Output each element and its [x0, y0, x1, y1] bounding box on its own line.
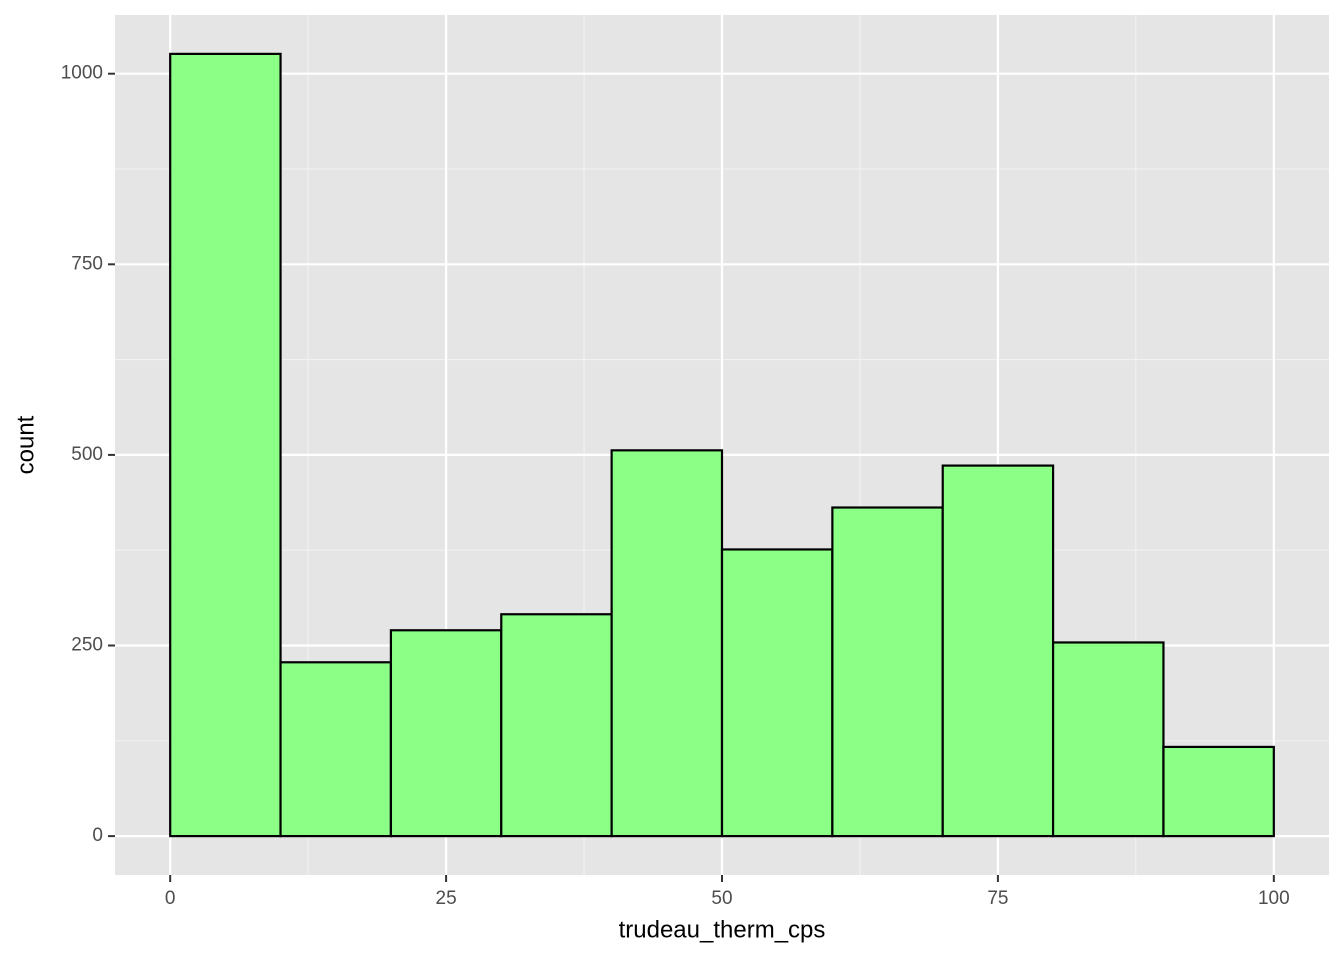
- bar: [169, 52, 282, 838]
- bar: [500, 613, 613, 838]
- x-tick-label: 75: [987, 888, 1008, 909]
- bar: [1051, 641, 1165, 838]
- x-tick-label: 25: [436, 888, 457, 909]
- bar: [831, 506, 944, 838]
- y-axis-title: count: [12, 415, 39, 474]
- y-tick-label: 500: [71, 444, 103, 465]
- y-tick-label: 250: [71, 635, 103, 656]
- x-tick-label: 100: [1258, 888, 1290, 909]
- y-tick-label: 0: [92, 825, 103, 846]
- bar: [279, 661, 393, 838]
- bar: [941, 464, 1055, 838]
- y-tick-label: 750: [71, 253, 103, 274]
- x-tick-label: 0: [165, 888, 176, 909]
- x-axis-title: trudeau_therm_cps: [619, 916, 826, 943]
- bar: [720, 548, 834, 838]
- bar: [389, 629, 503, 838]
- y-tick-label: 1000: [61, 63, 103, 84]
- bar: [1162, 745, 1275, 838]
- bar: [610, 449, 724, 838]
- x-tick-label: 50: [711, 888, 732, 909]
